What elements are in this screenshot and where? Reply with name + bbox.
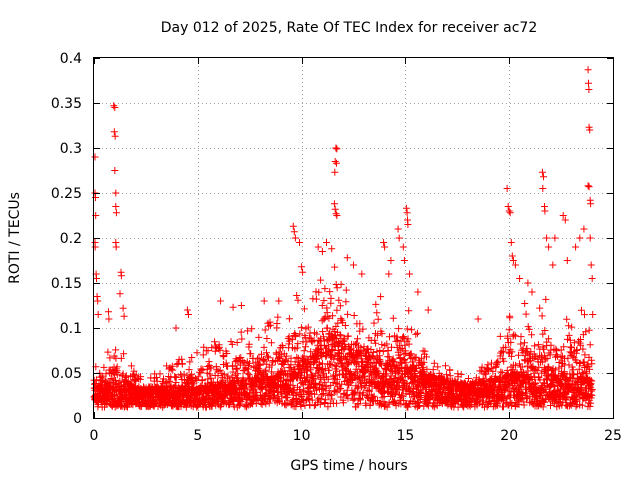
y-tick-label: 0.15 (51, 276, 82, 292)
x-tick-label: 0 (90, 428, 99, 444)
axes: 0 5 10 15 20 25 0 0.05 0.1 0.15 0.2 0.25 0.3 0.35 0.4 (51, 51, 622, 444)
chart-title: Day 012 of 2025, Rate Of TEC Index for r… (161, 20, 537, 36)
y-axis-title: ROTI / TECUs (7, 192, 23, 284)
x-tick-label: 10 (293, 428, 311, 444)
y-tick-label: 0.05 (51, 366, 82, 382)
y-tick-label: 0.4 (60, 51, 82, 67)
x-tick-label: 20 (500, 428, 518, 444)
y-tick-label: 0.3 (60, 141, 82, 157)
y-tick-label: 0.2 (60, 231, 82, 247)
y-tick-label: 0.35 (51, 96, 82, 112)
x-tick-label: 15 (396, 428, 414, 444)
y-tick-label: 0 (73, 411, 82, 427)
plot-frame (93, 57, 614, 419)
y-tick-label: 0.25 (51, 186, 82, 202)
y-tick-label: 0.1 (60, 321, 82, 337)
x-tick-label: 25 (604, 428, 622, 444)
x-axis-title: GPS time / hours (290, 458, 407, 474)
x-tick-label: 5 (193, 428, 202, 444)
